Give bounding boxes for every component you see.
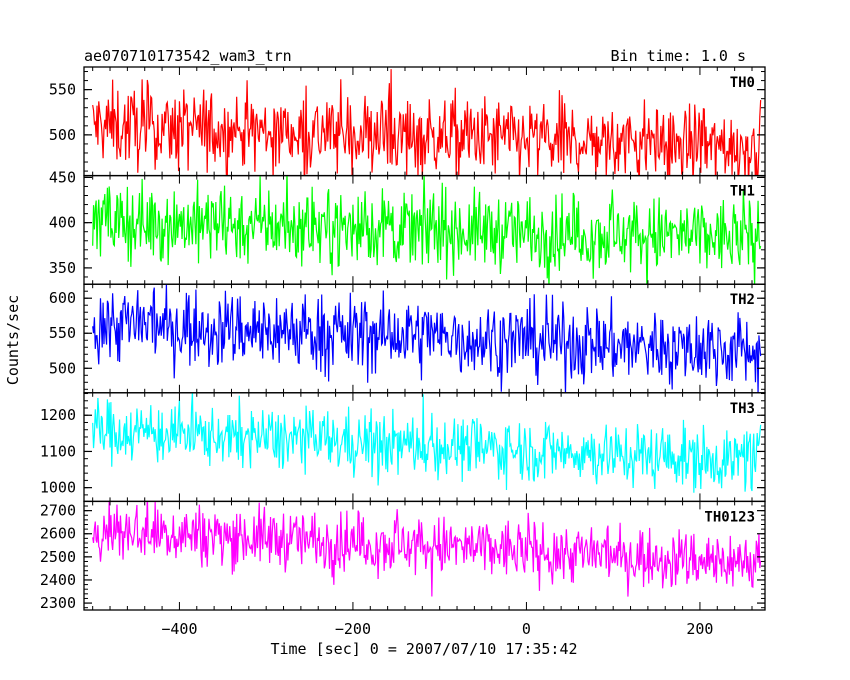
y-axis-label: Counts/sec [4, 295, 22, 385]
y-tick-label: 2600 [40, 525, 76, 543]
y-tick-label: 1000 [40, 479, 76, 497]
bin-time-label: Bin time: 1.0 s [611, 47, 746, 65]
series-line-th1 [92, 175, 762, 285]
y-tick-label: 1200 [40, 406, 76, 424]
series-line-th0 [92, 69, 762, 176]
series-line-th3 [92, 392, 762, 493]
y-tick-label: 550 [49, 324, 76, 342]
y-tick-label: 2700 [40, 502, 76, 520]
x-tick-label: −200 [335, 620, 371, 638]
panel-label-th1: TH1 [730, 184, 755, 200]
chart-title: ae070710173542_wam3_trn [84, 47, 292, 65]
panel-label-th3: TH3 [730, 401, 755, 417]
x-tick-label: 0 [522, 620, 531, 638]
y-tick-label: 1100 [40, 442, 76, 460]
x-axis-label: Time [sec] 0 = 2007/07/10 17:35:42 [270, 640, 577, 658]
y-tick-label: 2500 [40, 548, 76, 566]
y-tick-label: 500 [49, 126, 76, 144]
y-tick-label: 550 [49, 81, 76, 99]
y-tick-label: 450 [49, 168, 76, 186]
y-tick-label: 400 [49, 214, 76, 232]
series-line-th2 [92, 284, 762, 393]
y-tick-label: 600 [49, 289, 76, 307]
panel-label-th0123: TH0123 [704, 509, 755, 525]
x-tick-label: 200 [686, 620, 713, 638]
y-tick-label: 2300 [40, 594, 76, 612]
panel-label-th2: TH2 [730, 292, 755, 308]
panel-frame-th0123 [83, 500, 766, 611]
y-tick-label: 350 [49, 259, 76, 277]
y-tick-label: 500 [49, 359, 76, 377]
x-tick-label: −400 [161, 620, 197, 638]
y-tick-label: 2400 [40, 571, 76, 589]
panels-group: 500 550 TH0 350 400 450 TH1 500 550 600 TH2 1000 110… [40, 66, 766, 638]
panel-label-th0: TH0 [730, 75, 755, 91]
series-line-th0123 [92, 501, 762, 597]
